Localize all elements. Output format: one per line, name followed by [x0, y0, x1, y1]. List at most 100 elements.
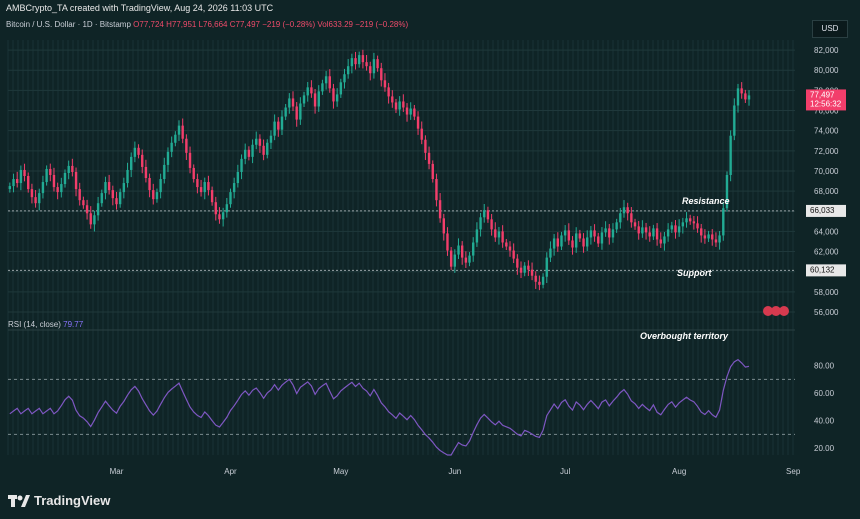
candle-body: [449, 250, 453, 267]
candle-body: [100, 193, 103, 204]
candle-body: [262, 145, 265, 155]
candle-body: [424, 139, 427, 153]
candle-body: [497, 231, 501, 238]
candle-body: [582, 238, 585, 247]
volume-change: −219 (−0.28%): [355, 20, 409, 29]
candle-body: [453, 254, 457, 267]
candle-body: [475, 229, 479, 243]
candle-body: [681, 222, 685, 227]
candle-body: [486, 210, 490, 220]
candle-body: [722, 208, 725, 236]
candle-body: [221, 212, 225, 220]
event-flag-icon: [771, 306, 781, 316]
candle-body: [177, 125, 181, 135]
price-tick-label: 64,000: [814, 227, 839, 236]
candle-body: [468, 255, 471, 263]
candle-body: [519, 267, 523, 273]
symbol-name[interactable]: Bitcoin / U.S. Dollar · 1D · Bitstamp: [6, 20, 131, 29]
candle-body: [266, 142, 269, 155]
candle-body: [545, 257, 548, 277]
candle-body: [166, 151, 170, 165]
candle-body: [729, 135, 732, 175]
candle-body: [501, 231, 504, 243]
candle-body: [674, 225, 677, 233]
candle-body: [578, 233, 582, 239]
candle-body: [409, 108, 412, 115]
candle-body: [335, 94, 339, 102]
candle-body: [354, 58, 357, 65]
candle-body: [332, 88, 335, 102]
candle-body: [126, 169, 129, 184]
candle-body: [700, 228, 703, 236]
candle-body: [49, 168, 52, 175]
candle-body: [740, 88, 743, 94]
candle-body: [494, 229, 497, 238]
candle-body: [394, 102, 398, 110]
event-flag-icon: [763, 306, 773, 316]
candle-body: [74, 171, 78, 190]
candle-body: [104, 182, 107, 194]
event-flag-icon: [779, 306, 789, 316]
candle-body: [324, 76, 328, 84]
rsi-axis: 80.00 60.00 40.00 20.00: [814, 362, 835, 454]
candle-body: [23, 169, 26, 176]
low-value: L76,664: [198, 20, 228, 29]
candle-body: [442, 218, 445, 234]
candle-body: [63, 172, 67, 185]
support-annotation: Support: [677, 268, 712, 278]
price-tick-label: 70,000: [814, 167, 839, 176]
high-value: H77,951: [166, 20, 197, 29]
candle-body: [232, 183, 236, 193]
candle-body: [391, 96, 394, 103]
candle-body: [567, 230, 571, 241]
candle-body: [8, 186, 12, 190]
rsi-bands: [8, 210, 795, 435]
candle-body: [277, 121, 280, 130]
tradingview-logo[interactable]: TradingView: [8, 491, 110, 509]
candle-body: [12, 179, 15, 187]
created-text: AMBCrypto_TA created with TradingView, A…: [6, 3, 274, 13]
candle-body: [218, 214, 221, 220]
candle-body: [593, 230, 596, 237]
candle-body: [670, 225, 674, 230]
candle-body: [641, 227, 644, 234]
candle-body: [626, 207, 629, 214]
rsi-series: [9, 358, 750, 456]
candle-body: [321, 83, 324, 92]
candle-body: [170, 142, 173, 152]
candle-body: [413, 108, 416, 117]
candle-body: [677, 226, 681, 233]
candle-body: [472, 242, 475, 256]
candle-body: [306, 87, 309, 96]
candle-body: [523, 265, 526, 273]
candle-body: [199, 187, 203, 193]
chart-grid: [7, 40, 795, 455]
candle-body: [380, 68, 383, 81]
candle-body: [711, 234, 714, 240]
support-badge-bg: [806, 264, 846, 277]
candle-body: [615, 222, 618, 230]
candle-body: [358, 55, 361, 65]
candle-body: [115, 198, 118, 205]
rsi-line: [9, 358, 750, 456]
candle-body: [586, 237, 589, 247]
candle-body: [372, 59, 376, 74]
candle-body: [350, 58, 354, 67]
candle-body: [552, 238, 556, 249]
candle-body: [34, 197, 37, 204]
candle-body: [666, 229, 670, 237]
candle-body: [718, 235, 721, 243]
tradingview-brand: TradingView: [34, 492, 111, 508]
currency-selector[interactable]: USD: [812, 20, 848, 38]
candle-body: [663, 236, 666, 244]
resistance-annotation: Resistance: [682, 196, 730, 206]
candle-body: [560, 235, 563, 247]
candle-body: [435, 179, 438, 201]
symbol-info: Bitcoin / U.S. Dollar · 1D · Bitstamp O7…: [6, 20, 408, 29]
candle-body: [313, 93, 317, 107]
candle-body: [619, 213, 622, 223]
candle-body: [736, 88, 740, 106]
rsi-value: 79.77: [63, 320, 84, 329]
time-axis: Mar Apr May Jun Jul Aug Sep: [110, 467, 801, 476]
